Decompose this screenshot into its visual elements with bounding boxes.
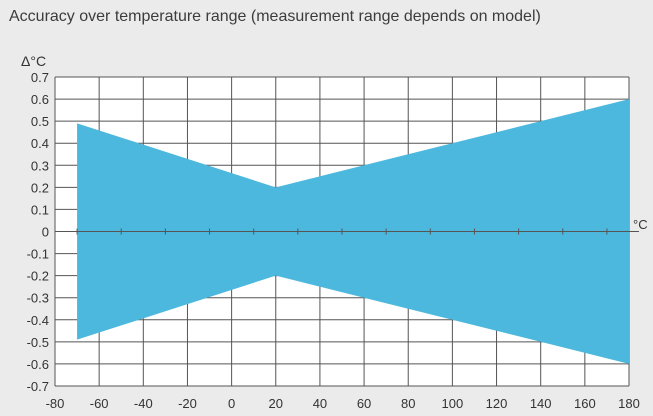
y-tick-label: -0.5	[27, 335, 49, 350]
x-tick-label: 20	[269, 396, 283, 411]
x-tick-labels: -80 -60 -40 -20 0 20 40 60 80 100 120 140 160 180	[46, 396, 640, 411]
y-tick-label: 0.3	[31, 158, 49, 173]
x-tick-label: 140	[530, 396, 552, 411]
x-tick-label: 40	[313, 396, 327, 411]
y-tick-label: -0.6	[27, 357, 49, 372]
y-tick-label: 0.4	[31, 136, 49, 151]
y-tick-label: -0.4	[27, 313, 49, 328]
zero-axis	[55, 228, 639, 235]
y-tick-label: 0.2	[31, 180, 49, 195]
y-tick-label: 0.6	[31, 92, 49, 107]
y-tick-labels: 0.7 0.6 0.5 0.4 0.3 0.2 0.1 0 -0.1 -0.2 -0.3 -0.4 -0…	[27, 70, 49, 394]
x-tick-label: 180	[618, 396, 640, 411]
y-tick-label: -0.7	[27, 379, 49, 394]
x-tick-label: 0	[228, 396, 235, 411]
y-tick-label: 0.1	[31, 202, 49, 217]
x-tick-label: 100	[442, 396, 464, 411]
x-tick-label: 80	[401, 396, 415, 411]
y-tick-label: -0.3	[27, 291, 49, 306]
x-tick-label: -80	[46, 396, 65, 411]
x-tick-label: -20	[178, 396, 197, 411]
y-tick-label: -0.1	[27, 247, 49, 262]
y-tick-label: 0	[42, 225, 49, 240]
x-axis-label: °C	[633, 217, 648, 232]
y-axis-label: Δ°C	[21, 53, 46, 69]
x-tick-label: 60	[357, 396, 371, 411]
y-tick-label: -0.2	[27, 269, 49, 284]
x-tick-label: 120	[486, 396, 508, 411]
chart-title: Accuracy over temperature range (measure…	[9, 8, 541, 25]
x-tick-label: -40	[134, 396, 153, 411]
x-tick-label: -60	[90, 396, 109, 411]
x-tick-label: 160	[574, 396, 596, 411]
y-tick-label: 0.7	[31, 70, 49, 85]
y-tick-label: 0.5	[31, 114, 49, 129]
